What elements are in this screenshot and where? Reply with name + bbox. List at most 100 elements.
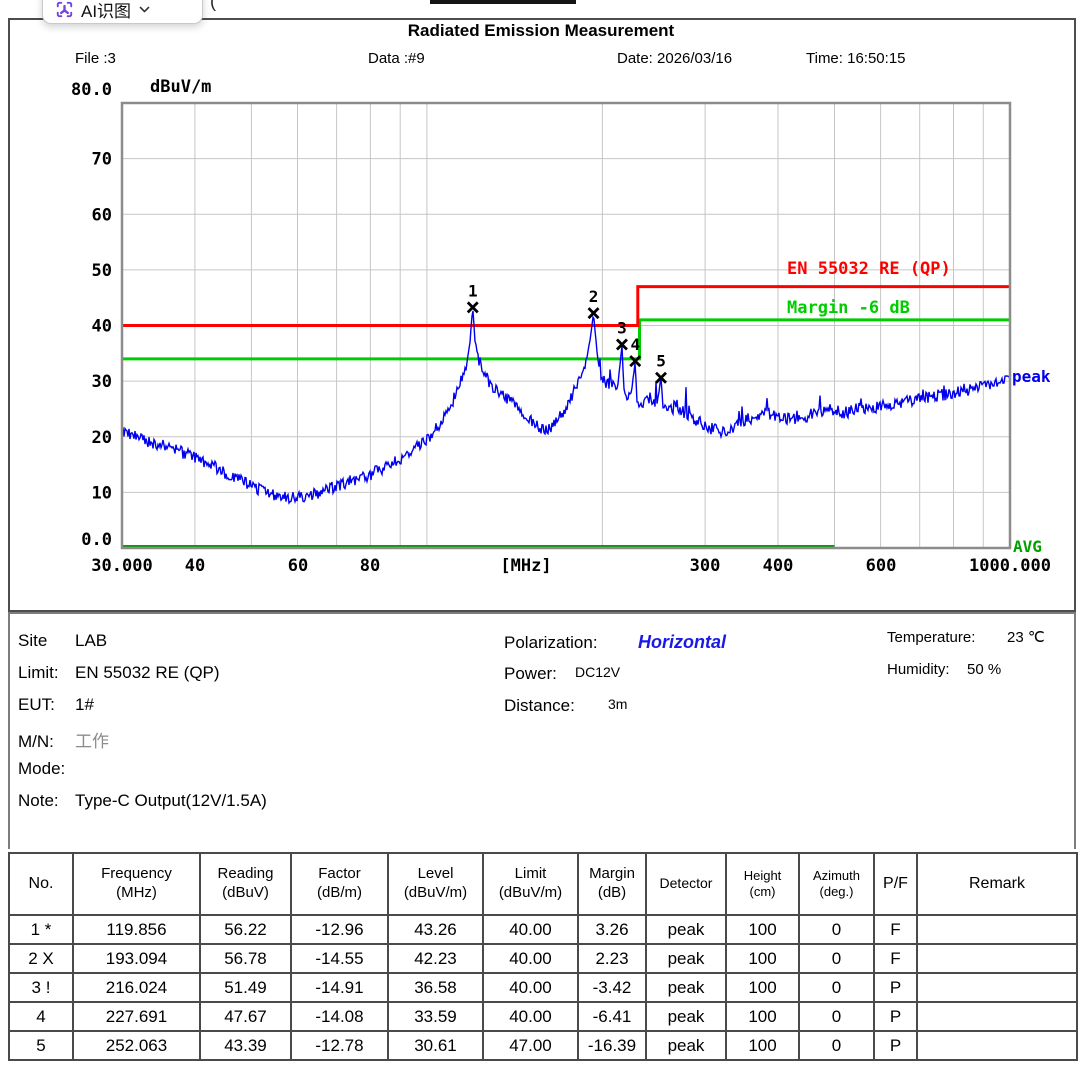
y-tick-label: 80.0 [71,80,112,100]
y-axis-unit: dBuV/m [150,77,212,97]
clipped-toolbar-text: ( ) [210,0,250,13]
y-tick-label: 50 [92,261,112,281]
table-cell: -6.41 [577,1001,647,1032]
table-cell: 3 ! [8,972,74,1003]
header-cell: Factor (dB/m) [290,852,389,916]
ai-scan-icon [56,1,73,18]
table-cell: P [873,972,918,1003]
table-cell: peak [645,943,727,974]
table-cell: 51.49 [199,972,292,1003]
ai-vision-popup[interactable]: AI识图 [42,0,203,24]
chevron-down-icon[interactable] [138,3,151,16]
limit-row: Limit: EN 55032 RE (QP) [18,663,220,682]
table-cell: 40.00 [482,1001,579,1032]
x-tick-label: 60 [288,556,308,576]
table-cell: 2.23 [577,943,647,974]
table-cell: peak [645,1030,727,1061]
header-cell: Detector [645,852,727,916]
polarization-row: Polarization: Horizontal [504,632,726,652]
table-cell: -14.55 [290,943,389,974]
table-cell: 40.00 [482,943,579,974]
y-tick-label: 40 [92,317,112,337]
marker-5: 5 [655,352,668,384]
header-cell: Margin (dB) [577,852,647,916]
ai-popup-label: AI识图 [81,2,132,21]
marker-4: 4 [629,335,642,368]
y-tick-label: 30 [92,372,112,392]
table-cell: 227.691 [72,1001,201,1032]
table-cell [916,943,1078,974]
header-cell: Height (cm) [725,852,800,916]
humidity-row: Humidity: 50 % [887,661,1002,678]
table-cell: -12.78 [290,1030,389,1061]
table-cell: 193.094 [72,943,201,974]
table-cell: 0 [798,943,875,974]
table-cell: 0 [798,972,875,1003]
table-cell: 1 * [8,914,74,945]
header-cell: No. [8,852,74,916]
table-row: 1 * 119.856 56.22 -12.96 43.26 40.00 3.26 peak 1… [8,914,1078,945]
header-cell: Remark [916,852,1078,916]
peak-trace [121,310,1011,505]
marker-1: 1 [466,281,479,314]
mn-row: M/N: 工作 [18,732,109,751]
y-tick-label: 0.0 [81,530,112,550]
clipped-toolbar-underline [430,0,576,4]
header-cell: Level (dBuV/m) [387,852,484,916]
site-row: Site LAB [18,631,108,650]
x-tick-label: [MHz] [500,556,551,576]
table-row: 5 252.063 43.39 -12.78 30.61 47.00 -16.39 peak 1… [8,1030,1078,1061]
table-cell: 47.67 [199,1001,292,1032]
header-cell: P/F [873,852,918,916]
table-cell: -16.39 [577,1030,647,1061]
table-cell: 30.61 [387,1030,484,1061]
table-cell: 100 [725,943,800,974]
table-cell: 40.00 [482,972,579,1003]
file-label: File :3 [75,50,116,67]
table-cell: P [873,1030,918,1061]
table-cell: 4 [8,1001,74,1032]
avg-trace-label: AVG [1013,537,1042,556]
table-cell [916,972,1078,1003]
svg-text:4: 4 [630,335,640,354]
table-cell [916,914,1078,945]
table-cell: 33.59 [387,1001,484,1032]
marker-3: 3 [615,319,628,351]
table-cell: peak [645,972,727,1003]
header-cell: Reading (dBuV) [199,852,292,916]
x-tick-label: 80 [360,556,380,576]
results-table: No. Frequency (MHz) Reading (dBuV) Factor (dB/… [8,852,1078,1061]
table-row: 4 227.691 47.67 -14.08 33.59 40.00 -6.41 peak 10… [8,1001,1078,1032]
chart-title: Radiated Emission Measurement [407,21,675,40]
limit-legend-label: EN 55032 RE (QP) [787,259,951,279]
header-cell: Azimuth (deg.) [798,852,875,916]
table-cell: P [873,1001,918,1032]
y-tick-label: 60 [92,205,112,225]
time-label: Time: 16:50:15 [806,50,906,67]
eut-row: EUT: 1# [18,695,94,714]
note-row: Note: Type-C Output(12V/1.5A) [18,791,267,810]
margin-line [122,318,1010,361]
table-cell: 43.39 [199,1030,292,1061]
table-cell: F [873,943,918,974]
mode-row: Mode: [18,759,66,778]
table-cell: F [873,914,918,945]
table-cell: 119.856 [72,914,201,945]
table-cell: -14.91 [290,972,389,1003]
x-tick-label: 300 [690,556,721,576]
x-tick-label: 1000.000 [969,556,1051,576]
table-cell [916,1030,1078,1061]
table-cell: 42.23 [387,943,484,974]
svg-text:5: 5 [656,352,666,371]
table-cell: 100 [725,972,800,1003]
table-cell: 100 [725,1030,800,1061]
power-row: Power: DC12V [504,664,621,683]
table-cell: 100 [725,914,800,945]
table-cell: 100 [725,1001,800,1032]
table-cell: 252.063 [72,1030,201,1061]
y-tick-label: 20 [92,428,112,448]
table-cell: 0 [798,1001,875,1032]
x-tick-label: 400 [763,556,794,576]
table-cell: 216.024 [72,972,201,1003]
